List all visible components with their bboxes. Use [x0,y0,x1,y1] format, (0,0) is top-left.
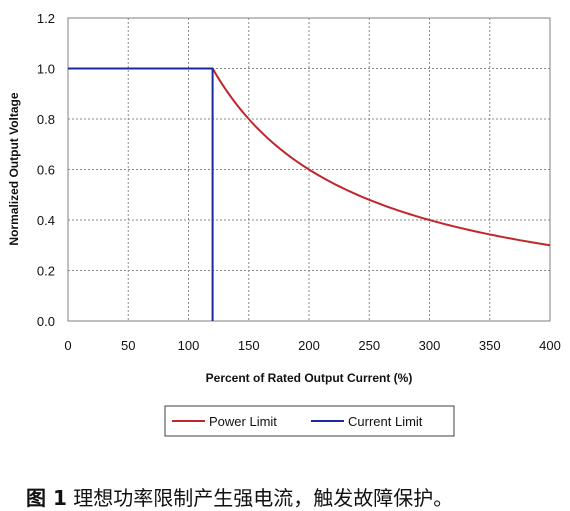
x-tick-label: 150 [238,338,260,353]
y-tick-label: 1.2 [37,11,55,26]
x-tick-label: 300 [419,338,441,353]
x-tick-label: 400 [539,338,561,353]
series-layer [68,67,551,321]
y-tick-label: 0.8 [37,112,55,127]
legend-box [164,405,455,437]
series-line-power-limit [211,67,551,247]
y-tick-labels: 0.0 0.2 0.4 0.6 0.8 1.0 1.2 [37,11,55,329]
legend: Power Limit Current Limit [164,405,455,437]
y-tick-label: 0.0 [37,314,55,329]
caption-text: 理想功率限制产生强电流，触发故障保护。 [73,486,454,510]
series-line-current-limit [68,67,214,321]
x-tick-label: 100 [178,338,200,353]
y-axis-title: Normalized Output Voltage [7,92,21,245]
y-tick-label: 0.4 [37,213,55,228]
y-tick-label: 0.2 [37,264,55,279]
x-tick-label: 250 [358,338,380,353]
figure-caption: 图 1 理想功率限制产生强电流，触发故障保护。 [26,482,453,511]
chart: 0 50 100 150 200 250 300 350 400 0.0 0.2 0.4 0.6 0.8… [7,11,561,437]
x-tick-label: 0 [64,338,71,353]
x-tick-label: 50 [121,338,135,353]
legend-label-current-limit: Current Limit [348,414,423,429]
x-tick-label: 350 [479,338,501,353]
y-tick-label: 1.0 [37,62,55,77]
figure-number: 图 1 [26,486,67,510]
x-axis-title: Percent of Rated Output Current (%) [206,371,413,385]
y-tick-label: 0.6 [37,163,55,178]
x-tick-labels: 0 50 100 150 200 250 300 350 400 [64,338,560,353]
grid-lines [68,18,550,321]
legend-label-power-limit: Power Limit [209,414,277,429]
x-tick-label: 200 [298,338,320,353]
